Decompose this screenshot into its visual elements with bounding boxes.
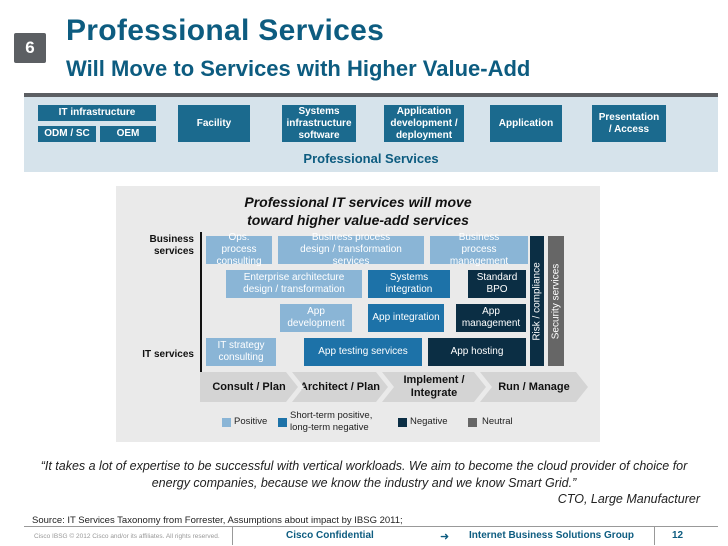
legend-positive-swatch (222, 418, 231, 427)
bp-design-box: Business process design / transformation… (278, 232, 424, 267)
phase-run-manage: Run / Manage (480, 372, 588, 402)
presentation-access-block: Presentation / Access (592, 105, 666, 142)
axis-label-business: Business services (149, 234, 194, 257)
footer-confidential: Cisco Confidential (286, 530, 374, 541)
legend-neutral-swatch (468, 418, 477, 427)
app-management-box: App management (456, 304, 526, 332)
app-testing-box: App testing services (304, 338, 422, 366)
page-title: Professional Services (66, 14, 385, 47)
legend-negative-label: Negative (410, 416, 448, 427)
phase-consult-plan: Consult / Plan (200, 372, 298, 402)
axis-arrow-line (200, 232, 202, 374)
it-infrastructure-block: IT infrastructure (38, 105, 156, 121)
panel-title-line-2: toward higher value-add services (247, 212, 469, 228)
footer: Cisco IBSG © 2012 Cisco and/or its affil… (24, 526, 718, 545)
security-services-bar: Security services (548, 236, 564, 366)
footer-group-name: Internet Business Solutions Group (469, 530, 635, 541)
facility-block: Facility (178, 105, 250, 142)
systems-infrastructure-block: Systems infrastructure software (282, 105, 356, 142)
services-panel: Professional IT services will move towar… (116, 186, 600, 442)
app-hosting-box: App hosting (428, 338, 526, 366)
quote-attribution: CTO, Large Manufacturer (557, 492, 700, 506)
legend-mixed-label: Short-term positive, long-term negative (290, 410, 373, 433)
app-development-box: App development (280, 304, 352, 332)
ops-process-consulting-box: Ops. process consulting (206, 232, 272, 267)
enterprise-architecture-box: Enterprise architecture design / transfo… (226, 270, 362, 298)
security-services-label: Security services (550, 263, 562, 339)
app-dev-deploy-block: Application development / deployment (384, 105, 464, 142)
footer-divider-2 (654, 527, 655, 545)
panel-title: Professional IT services will move towar… (116, 193, 600, 229)
footer-copyright: Cisco IBSG © 2012 Cisco and/or its affil… (34, 533, 220, 540)
legend-negative-swatch (398, 418, 407, 427)
title-rule (24, 93, 718, 97)
odm-sc-block: ODM / SC (38, 126, 96, 142)
legend-neutral-label: Neutral (482, 416, 513, 427)
oem-block: OEM (100, 126, 156, 142)
footer-divider (232, 527, 233, 545)
customer-quote: “It takes a lot of expertise to be succe… (40, 459, 688, 490)
standard-bpo-box: Standard BPO (468, 270, 526, 298)
legend-mixed-swatch (278, 418, 287, 427)
risk-compliance-bar: Risk / compliance (530, 236, 544, 366)
slide-number-badge: 6 (14, 33, 46, 63)
risk-compliance-label: Risk / compliance (531, 261, 543, 341)
cisco-arrow-icon: ➜ (440, 531, 450, 543)
phase-implement-integrate: Implement / Integrate (382, 372, 486, 402)
professional-services-label: Professional Services (303, 151, 439, 166)
systems-integration-box: Systems integration (368, 270, 450, 298)
axis-label-it: IT services (142, 349, 194, 360)
legend: Positive Short-term positive, long-term … (116, 410, 600, 436)
legend-positive-label: Positive (234, 416, 268, 427)
application-block: Application (490, 105, 562, 142)
page-subtitle: Will Move to Services with Higher Value-… (66, 56, 531, 81)
panel-title-line-1: Professional IT services will move (244, 194, 472, 210)
page-number: 12 (672, 530, 684, 541)
app-integration-box: App integration (368, 304, 444, 332)
it-strategy-box: IT strategy consulting (206, 338, 276, 366)
source-note: Source: IT Services Taxonomy from Forres… (32, 515, 403, 526)
bp-management-box: Business process management (430, 232, 528, 267)
phase-architect-plan: Architect / Plan (292, 372, 388, 402)
taxonomy-band: IT infrastructure ODM / SC OEM Facility … (24, 97, 718, 172)
